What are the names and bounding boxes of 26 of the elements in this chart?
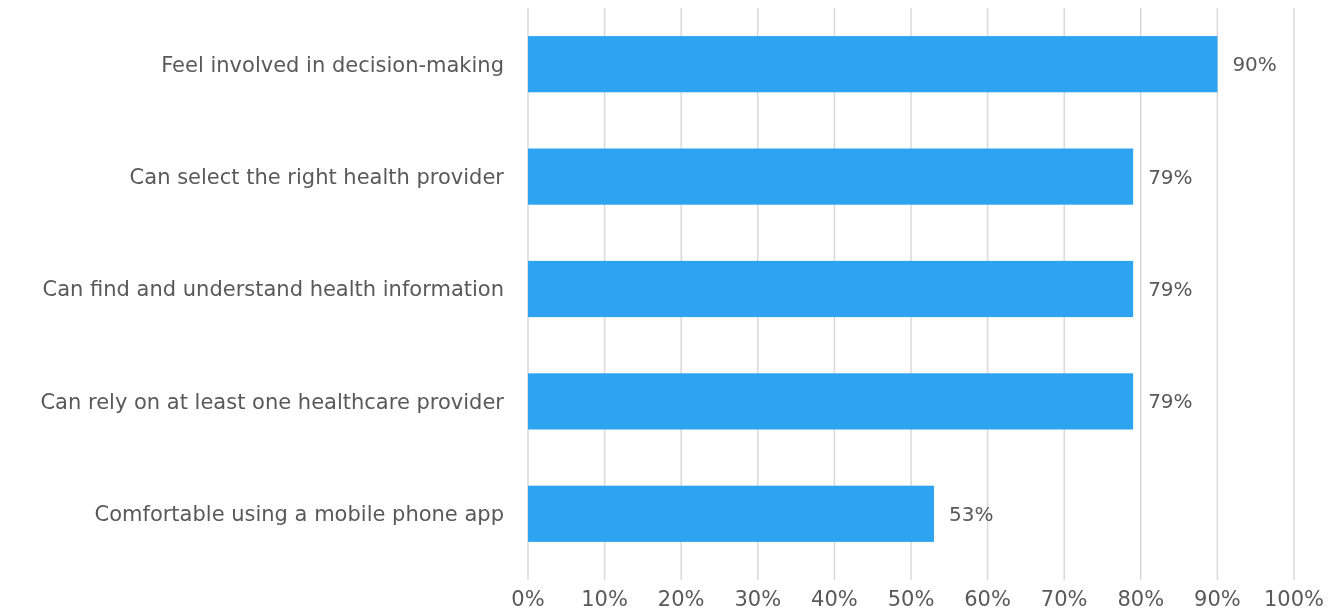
- data-label: 53%: [948, 501, 994, 526]
- x-tick-label: 90%: [1194, 587, 1241, 611]
- x-tick-label: 70%: [1040, 587, 1088, 611]
- x-tick-label: 100%: [1263, 587, 1325, 611]
- data-label: 79%: [1148, 164, 1193, 189]
- data-label: 79%: [1148, 277, 1193, 301]
- data-label: 90%: [1232, 52, 1277, 77]
- data-label: 79%: [1148, 389, 1193, 414]
- bar: [528, 36, 1218, 93]
- x-tick-label: 0%: [511, 587, 545, 611]
- x-tick-label: 20%: [657, 587, 705, 611]
- x-tick-label: 30%: [734, 587, 782, 611]
- x-tick-label: 50%: [887, 587, 935, 611]
- y-tick-label: Comfortable using a mobile phone app: [94, 502, 504, 527]
- y-tick-label: Can select the right health provider: [129, 164, 505, 189]
- y-tick-label: Can find and understand health information: [42, 277, 504, 302]
- bar: [528, 148, 1134, 205]
- bar: [528, 260, 1134, 318]
- x-tick-label: 10%: [581, 587, 628, 611]
- x-tick-label: 80%: [1117, 587, 1165, 611]
- y-tick-label: Can rely on at least one healthcare provider: [40, 389, 505, 414]
- bar: [528, 373, 1134, 430]
- y-tick-label: Feel involved in decision-making: [161, 52, 504, 77]
- x-tick-label: 60%: [964, 587, 1011, 611]
- bar: [528, 485, 934, 542]
- x-tick-label: 40%: [811, 587, 858, 611]
